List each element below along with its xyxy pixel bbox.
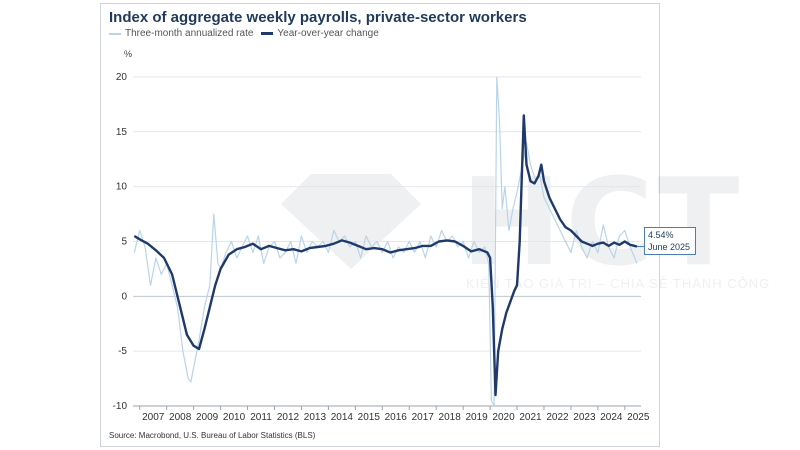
x-tick-label: 2008: [169, 412, 192, 423]
x-tick-label: 2007: [142, 412, 165, 423]
chart-frame: Index of aggregate weekly payrolls, priv…: [100, 3, 769, 447]
latest-value-callout: 4.54% June 2025: [644, 227, 696, 255]
x-tick-label: 2014: [331, 412, 354, 423]
y-tick-label: -10: [113, 401, 128, 412]
y-tick-label: -5: [118, 346, 127, 357]
legend-swatch-three-month: [109, 32, 121, 35]
y-tick-label: 15: [116, 127, 128, 138]
series-line-three-month: [133, 76, 638, 407]
legend-item-three-month: Three-month annualized rate: [109, 28, 253, 39]
y-tick-label: 20: [116, 72, 128, 83]
x-tick-label: 2020: [492, 412, 515, 423]
x-tick-label: 2017: [412, 412, 435, 423]
chart-title: Index of aggregate weekly payrolls, priv…: [109, 9, 527, 26]
legend-swatch-yoy: [261, 32, 274, 35]
y-tick-label: 5: [121, 236, 127, 247]
legend-item-yoy: Year-over-year change: [261, 28, 379, 39]
x-tick-label: 2013: [304, 412, 327, 423]
series-line-yoy: [133, 114, 638, 397]
chart-source: Source: Macrobond, U.S. Bureau of Labor …: [109, 431, 316, 440]
x-tick-label: 2009: [196, 412, 219, 423]
legend-label-three-month: Three-month annualized rate: [125, 28, 254, 39]
x-tick-label: 2025: [627, 412, 650, 423]
x-tick-label: 2016: [385, 412, 408, 423]
x-tick-label: 2022: [546, 412, 569, 423]
x-tick-label: 2012: [277, 412, 300, 423]
x-tick-label: 2015: [358, 412, 381, 423]
callout-date: June 2025: [648, 242, 691, 252]
x-tick-label: 2023: [573, 412, 596, 423]
x-tick-label: 2019: [465, 412, 488, 423]
chart-legend: Three-month annualized rate Year-over-ye…: [109, 28, 387, 39]
x-tick-label: 2018: [439, 412, 462, 423]
x-tick-label: 2010: [223, 412, 246, 423]
y-axis-unit: %: [124, 49, 133, 59]
y-tick-label: 0: [121, 291, 127, 302]
x-tick-label: 2021: [519, 412, 542, 423]
callout-value: 4.54%: [648, 230, 674, 240]
legend-label-yoy: Year-over-year change: [277, 28, 379, 39]
x-tick-label: 2011: [250, 412, 272, 423]
x-tick-label: 2024: [600, 412, 623, 423]
y-tick-label: 10: [116, 182, 128, 193]
line-chart: -10 -5 0 5 10 15 20 2007 2008 2009 2010 2011 2012 201…: [113, 72, 650, 423]
